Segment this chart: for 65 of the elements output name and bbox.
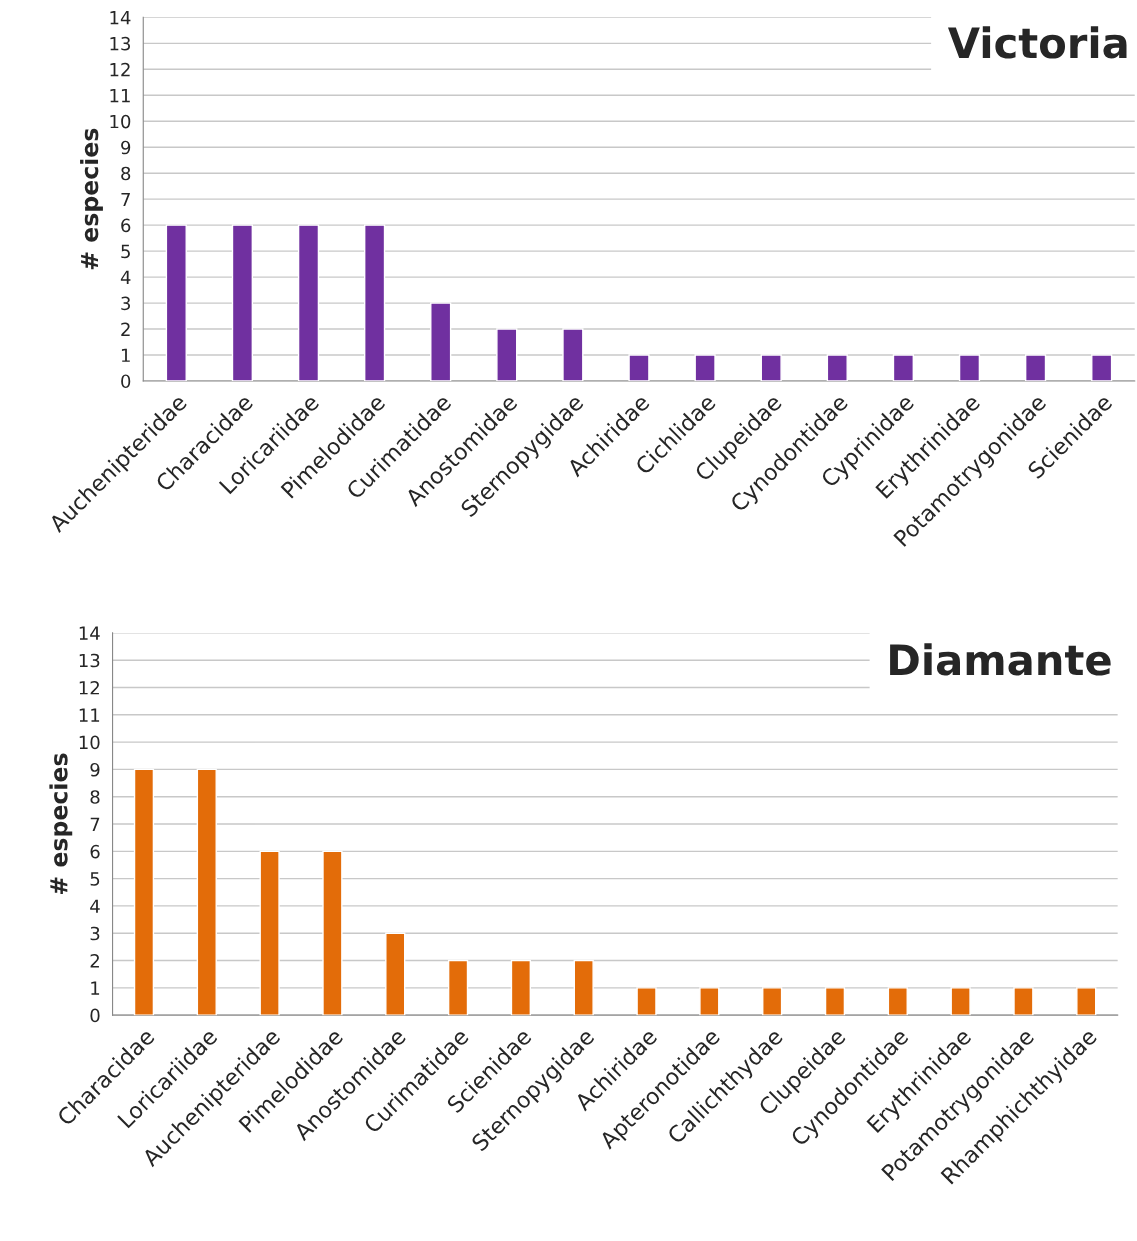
bar — [573, 959, 594, 1016]
y-tick-label: 5 — [121, 244, 130, 259]
bar — [760, 354, 782, 381]
y-tick-label: 7 — [121, 192, 130, 207]
y-tick-label: 1 — [121, 348, 130, 362]
y-tick-label: 10 — [110, 114, 131, 129]
y-tick-label: 4 — [120, 270, 131, 284]
bar — [950, 987, 971, 1016]
bar — [826, 354, 848, 381]
bar — [636, 987, 657, 1016]
bar — [628, 354, 650, 381]
bar — [1091, 354, 1113, 381]
y-tick-label: 14 — [79, 626, 100, 640]
bar — [762, 987, 783, 1016]
bar — [1076, 987, 1097, 1016]
y-tick-label: 13 — [110, 36, 131, 51]
y-tick-label: 12 — [110, 62, 130, 77]
y-tick-label: 0 — [121, 374, 131, 389]
y-axis-title: # especies — [80, 128, 103, 270]
y-tick-label: 0 — [90, 1008, 100, 1023]
y-tick-label: 8 — [90, 790, 100, 804]
bar — [699, 987, 720, 1016]
bar — [363, 224, 386, 381]
y-tick-label: 2 — [121, 322, 130, 336]
bar — [231, 224, 254, 381]
bar — [1024, 354, 1047, 381]
bar — [447, 959, 469, 1016]
bar — [496, 328, 518, 381]
bar — [1013, 987, 1034, 1016]
y-tick-label: 2 — [90, 953, 99, 968]
y-tick-label: 12 — [79, 680, 99, 695]
bar — [165, 224, 187, 381]
bar — [887, 987, 908, 1016]
y-tick-label: 3 — [121, 296, 131, 311]
y-tick-label: 9 — [90, 762, 100, 777]
y-tick-label: 8 — [121, 166, 131, 181]
bar — [562, 328, 584, 381]
y-tick-label: 11 — [79, 708, 100, 722]
y-tick-label: 11 — [110, 88, 130, 103]
bar — [958, 354, 981, 381]
y-tick-label: 5 — [90, 872, 100, 886]
chart-title: Victoria — [947, 26, 1127, 59]
y-tick-label: 10 — [79, 735, 100, 750]
bar — [259, 850, 280, 1016]
y-tick-label: 4 — [90, 899, 100, 913]
bar — [297, 224, 320, 381]
bar — [322, 850, 343, 1016]
y-tick-label: 6 — [121, 218, 131, 233]
y-tick-label: 9 — [121, 140, 131, 155]
bar — [385, 932, 406, 1016]
bar — [196, 768, 217, 1016]
y-tick-label: 3 — [90, 926, 100, 941]
y-tick-label: 13 — [79, 653, 100, 668]
bar — [133, 768, 155, 1016]
bar — [430, 302, 452, 381]
bar — [510, 959, 532, 1016]
y-axis-title: # especies — [49, 753, 73, 894]
bar — [824, 987, 846, 1016]
y-tick-label: 7 — [90, 817, 100, 831]
y-tick-label: 1 — [91, 981, 100, 995]
y-tick-label: 14 — [110, 11, 131, 25]
bar — [892, 354, 914, 381]
chart-title: Diamante — [890, 643, 1111, 676]
y-tick-label: 6 — [90, 844, 100, 859]
bar — [694, 354, 716, 381]
